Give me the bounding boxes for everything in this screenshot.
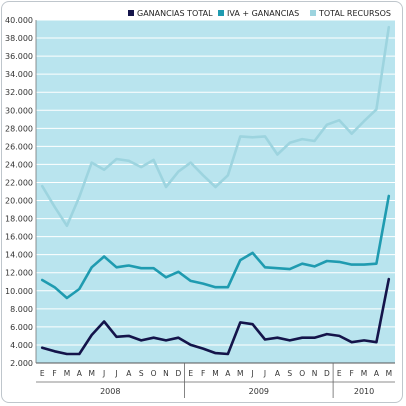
x-tick-label: N [312, 369, 318, 378]
y-tick-label: 2.000 [10, 359, 33, 368]
x-tick-label: O [299, 369, 305, 378]
series-line [40, 277, 391, 356]
x-tick-label: J [263, 369, 266, 378]
x-tick-label: M [212, 369, 218, 378]
y-tick-label: 16.000 [5, 233, 33, 242]
y-tick-label: 36.000 [5, 52, 33, 61]
y-tick-label: 8.000 [10, 305, 33, 314]
legend-swatch [218, 10, 224, 16]
y-tick-label: 28.000 [5, 124, 33, 133]
legend-label: TOTAL RECURSOS [318, 9, 391, 18]
x-tick-label: M [64, 369, 70, 378]
x-tick-label: F [350, 369, 354, 378]
x-tick-label: E [40, 369, 45, 378]
y-tick-label: 32.000 [5, 88, 33, 97]
y-tick-label: 4.000 [10, 341, 33, 350]
x-tick-label: M [237, 369, 243, 378]
y-tick-label: 24.000 [5, 160, 33, 169]
legend-swatch [128, 10, 134, 16]
y-tick-label: 10.000 [5, 287, 33, 296]
x-tick-label: E [337, 369, 342, 378]
x-tick-label: J [114, 369, 117, 378]
legend-label: GANANCIAS TOTAL [137, 9, 213, 18]
x-tick-label: A [126, 369, 132, 378]
x-tick-label: F [201, 369, 205, 378]
x-tick-label: A [225, 369, 231, 378]
y-tick-label: 34.000 [5, 70, 33, 79]
y-axis-ticks: 2.000 4.000 6.000 8.000 10.000 12.000 14.000 16… [5, 16, 33, 368]
x-tick-label: A [374, 369, 380, 378]
x-tick-label: M [386, 369, 392, 378]
x-tick-label: O [151, 369, 157, 378]
y-tick-label: 38.000 [5, 34, 33, 43]
x-tick-label: M [88, 369, 94, 378]
x-tick-label: J [102, 369, 105, 378]
x-tick-label: E [188, 369, 193, 378]
x-tick-label: F [52, 369, 56, 378]
year-label: 2009 [249, 387, 269, 396]
series-line [40, 194, 391, 300]
x-tick-label: M [361, 369, 367, 378]
year-label: 2008 [100, 387, 120, 396]
y-tick-label: 12.000 [5, 269, 33, 278]
series-lines [40, 25, 391, 356]
legend-swatch [310, 10, 316, 16]
x-tick-label: S [287, 369, 292, 378]
x-tick-label: A [275, 369, 281, 378]
legend: GANANCIAS TOTAL IVA + GANANCIAS TOTAL RECU… [128, 9, 391, 18]
x-tick-label: D [324, 369, 330, 378]
y-tick-label: 20.000 [5, 197, 33, 206]
y-tick-label: 40.000 [5, 16, 33, 25]
y-tick-label: 30.000 [5, 106, 33, 115]
x-tick-label: S [139, 369, 144, 378]
y-tick-label: 22.000 [5, 178, 33, 187]
x-tick-label: D [175, 369, 181, 378]
x-tick-label: N [163, 369, 169, 378]
x-tick-label: A [77, 369, 83, 378]
legend-label: IVA + GANANCIAS [227, 9, 299, 18]
y-tick-label: 6.000 [10, 323, 33, 332]
plot-background [36, 20, 395, 363]
series-line [40, 25, 391, 228]
y-tick-label: 26.000 [5, 142, 33, 151]
year-label: 2010 [354, 387, 374, 396]
y-tick-label: 14.000 [5, 251, 33, 260]
y-tick-label: 18.000 [5, 215, 33, 224]
x-tick-label: J [251, 369, 254, 378]
